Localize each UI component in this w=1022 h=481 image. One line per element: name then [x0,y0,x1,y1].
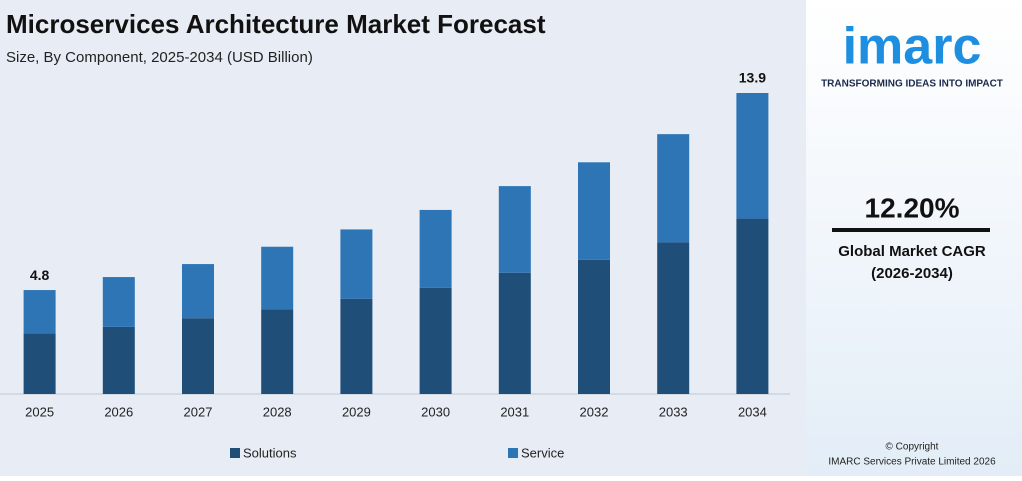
legend-label: Solutions [243,445,297,460]
bar-segment [498,272,531,394]
chart-subtitle: Size, By Component, 2025-2034 (USD Billi… [6,49,313,66]
bar-segment [657,134,690,243]
sidebar-background [806,0,1022,476]
total-label: 4.8 [30,267,50,283]
logo: imarc [843,18,982,76]
bar-segment [657,242,690,394]
bar-segment [419,287,452,394]
x-tick-label: 2025 [25,404,54,419]
bar-segment [578,162,610,260]
company: IMARC Services Private Limited 2026 [828,457,996,468]
bar-segment [182,318,214,394]
bar-segment [261,309,294,394]
bar-segment [578,259,610,394]
divider [832,228,990,232]
x-tick-label: 2029 [342,404,371,419]
x-tick-label: 2026 [104,404,133,419]
cagr-label: Global Market CAGR [838,243,986,260]
bar-segment [182,264,214,319]
legend-swatch [230,448,240,458]
bar-segment [340,298,373,394]
bar-segment [23,333,56,394]
cagr-period: (2026-2034) [871,265,953,282]
bar-segment [102,277,135,327]
total-label: 13.9 [739,70,766,86]
bar-segment [736,218,769,394]
bar-segment [498,186,531,273]
bar-segment [102,326,135,394]
x-tick-label: 2034 [738,404,767,419]
x-tick-label: 2028 [263,404,292,419]
legend-swatch [508,448,518,458]
cagr-value: 12.20% [865,192,960,223]
bar-segment [419,209,452,288]
bar-segment [261,246,294,310]
x-tick-label: 2033 [659,404,688,419]
legend-label: Service [521,445,564,460]
copyright: © Copyright [886,442,939,453]
bar-segment [340,229,373,299]
bar-segment [736,92,769,219]
tagline: TRANSFORMING IDEAS INTO IMPACT [821,79,1003,90]
x-tick-label: 2032 [580,404,609,419]
bar-segment [23,290,56,334]
x-tick-label: 2030 [421,404,450,419]
x-tick-label: 2031 [500,404,529,419]
chart-title: Microservices Architecture Market Foreca… [6,9,546,39]
x-tick-label: 2027 [184,404,213,419]
